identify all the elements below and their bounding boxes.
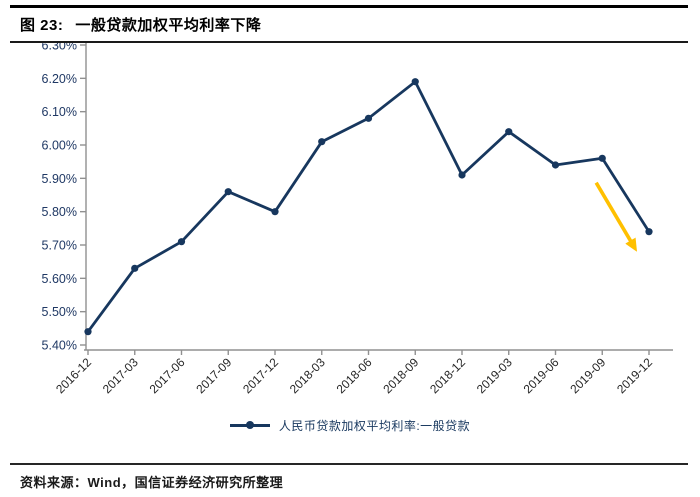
line-chart: 6.30% 6.20% 6.10% 6.00% 5.90% 5.80% 5.70% 5.60%… — [42, 43, 673, 396]
top-rule — [10, 5, 688, 8]
chart-area: 6.30% 6.20% 6.10% 6.00% 5.90% 5.80% 5.70% 5.60%… — [0, 43, 700, 415]
x-tick-label: 2018-12 — [427, 355, 468, 396]
x-tick-label: 2019-09 — [567, 355, 608, 396]
chart-card: 图 23: 一般贷款加权平均利率下降 6.30% 6.20% 6.10% 6.00% 5.… — [0, 5, 700, 497]
y-tick-label: 5.70% — [42, 239, 77, 253]
chart-legend: 人民币贷款加权平均利率:一般贷款 — [0, 417, 700, 433]
y-tick-label: 5.80% — [42, 205, 77, 219]
y-axis-labels: 6.30% 6.20% 6.10% 6.00% 5.90% 5.80% 5.70% 5.60%… — [42, 43, 77, 353]
y-tick-label: 5.60% — [42, 272, 77, 286]
x-tick-label: 2019-03 — [474, 355, 515, 396]
chart-title: 一般贷款加权平均利率下降 — [75, 17, 262, 34]
x-tick-label: 2019-06 — [521, 355, 562, 396]
x-tick-label: 2018-06 — [334, 355, 375, 396]
data-point — [177, 238, 186, 246]
data-point — [411, 78, 419, 86]
legend-dot-icon — [245, 421, 254, 429]
x-tick-label: 2017-09 — [193, 355, 234, 396]
y-tick-label: 5.50% — [42, 305, 77, 319]
y-tick-label: 6.30% — [42, 43, 77, 53]
x-tick-label: 2017-03 — [100, 355, 141, 396]
trend-arrow — [594, 181, 638, 252]
x-tick-label: 2017-12 — [240, 355, 281, 396]
x-tick-label: 2017-06 — [147, 355, 188, 396]
y-tick-label: 6.20% — [42, 72, 77, 86]
data-point — [131, 264, 139, 272]
data-point — [318, 138, 326, 146]
x-tick-label: 2018-09 — [380, 355, 421, 396]
data-point — [84, 328, 92, 336]
x-tick-label: 2016-12 — [53, 355, 94, 396]
series-markers — [84, 78, 653, 336]
x-tick-label: 2018-03 — [287, 355, 328, 396]
data-point — [364, 114, 373, 122]
y-tick-label: 5.90% — [42, 172, 77, 186]
y-tick-label: 6.00% — [42, 139, 77, 153]
x-tick-label: 2019-12 — [614, 355, 655, 396]
figure-number-label: 图 23: — [20, 17, 64, 34]
data-point — [458, 171, 466, 179]
data-point — [645, 228, 653, 236]
data-point — [598, 154, 606, 162]
legend-line-marker — [229, 421, 270, 429]
y-axis — [80, 43, 87, 350]
data-point — [271, 208, 279, 216]
data-point — [551, 161, 560, 169]
data-point — [505, 128, 513, 136]
x-axis — [84, 349, 673, 355]
chart-header: 图 23: 一般贷款加权平均利率下降 — [10, 8, 688, 43]
source-note: 资料来源：Wind，国信证券经济研究所整理 — [10, 463, 688, 491]
data-point — [224, 188, 232, 196]
y-tick-label: 5.40% — [42, 339, 77, 353]
y-tick-label: 6.10% — [42, 105, 77, 119]
legend-label: 人民币贷款加权平均利率:一般贷款 — [278, 418, 471, 433]
x-axis-labels: 2016-12 2017-03 2017-06 2017-09 2017-12 2018-… — [53, 355, 655, 396]
